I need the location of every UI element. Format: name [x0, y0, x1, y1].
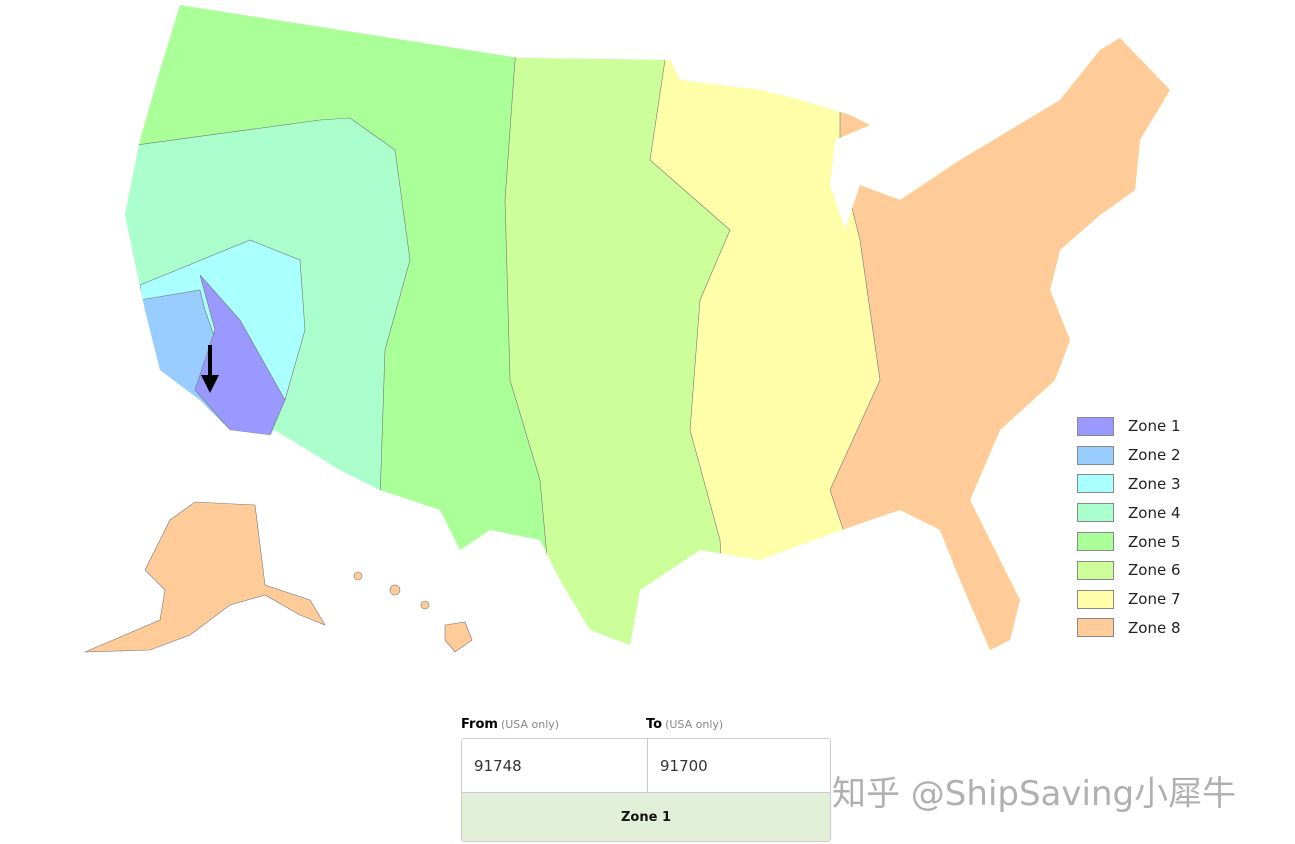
legend-label: Zone 4: [1128, 503, 1181, 522]
legend-swatch: [1077, 474, 1114, 494]
zone-8-region: [829, 5, 1170, 650]
hawaii-island: [389, 584, 401, 596]
legend-label: Zone 8: [1128, 618, 1181, 637]
legend-swatch: [1077, 416, 1114, 436]
zone-lookup-form: From(USA only) To(USA only) Zone 1: [461, 711, 831, 842]
shipping-zone-map: [84, 5, 1170, 653]
hawaii-island: [420, 600, 430, 610]
legend-swatch: [1077, 532, 1114, 552]
legend-swatch: [1077, 589, 1114, 609]
down-arrow-icon: [201, 345, 219, 393]
legend-item: Zone 1: [1077, 412, 1181, 441]
legend-item: Zone 2: [1077, 441, 1181, 470]
to-label: To (USA only): [646, 717, 724, 732]
legend-label: Zone 6: [1128, 561, 1181, 580]
zone-result: Zone 1: [462, 792, 830, 841]
watermark: 知乎 @ShipSaving小犀牛: [832, 774, 1237, 814]
legend-swatch: [1077, 560, 1114, 580]
zone-1-region: [194, 274, 286, 436]
alaska: [84, 501, 326, 653]
to-zip-input[interactable]: [647, 739, 830, 792]
legend-label: Zone 1: [1128, 417, 1181, 436]
legend-item: Zone 3: [1077, 470, 1181, 499]
legend-swatch: [1077, 445, 1114, 465]
legend-item: Zone 7: [1077, 585, 1181, 614]
legend-label: Zone 5: [1128, 532, 1181, 551]
from-label: From (USA only): [461, 717, 560, 732]
legend-item: Zone 4: [1077, 498, 1181, 527]
from-zip-input[interactable]: [462, 739, 647, 792]
hawaii-island: [353, 571, 363, 581]
legend-item: Zone 5: [1077, 527, 1181, 556]
legend-swatch: [1077, 618, 1114, 638]
legend-swatch: [1077, 503, 1114, 523]
legend-item: Zone 8: [1077, 614, 1181, 643]
legend-label: Zone 2: [1128, 446, 1181, 465]
legend-label: Zone 7: [1128, 590, 1181, 609]
zone-legend: Zone 1 Zone 2 Zone 3 Zone 4 Zone 5 Zone 6 Zone…: [1077, 412, 1181, 642]
legend-label: Zone 3: [1128, 474, 1181, 493]
legend-item: Zone 6: [1077, 556, 1181, 585]
hawaii: [444, 621, 473, 653]
